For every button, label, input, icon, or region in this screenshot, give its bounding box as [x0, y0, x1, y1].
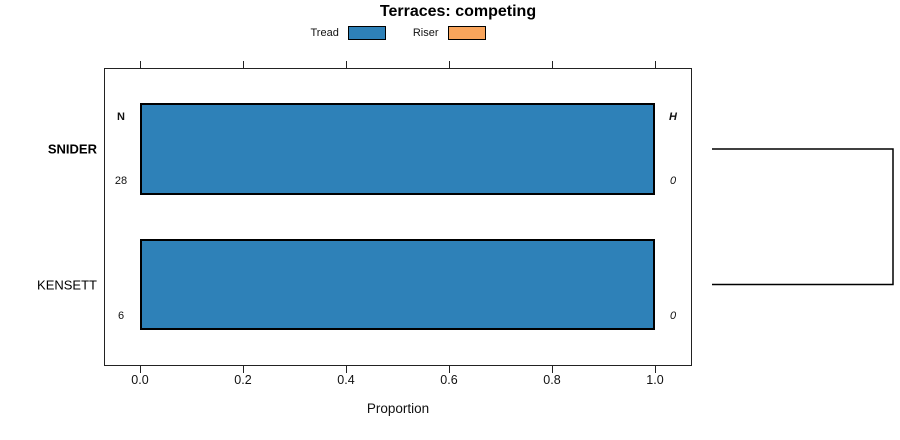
legend: Tread Riser	[104, 25, 692, 41]
x-axis-tick-bottom	[655, 366, 656, 373]
count-value: 6	[117, 310, 125, 322]
count-value: 28	[114, 175, 128, 187]
legend-swatch-riser-icon	[447, 26, 486, 40]
chart-title: Terraces: competing	[379, 3, 537, 20]
x-axis-tick-bottom	[140, 366, 141, 373]
x-axis-tick-label: 0.8	[543, 373, 561, 387]
x-axis-tick-bottom	[243, 366, 244, 373]
legend-swatch-tread-icon	[347, 26, 386, 40]
x-axis-tick-bottom	[449, 366, 450, 373]
x-axis-tick-top	[449, 61, 450, 68]
bar-tread-snider	[140, 103, 655, 195]
legend-label-tread: Tread	[310, 27, 339, 39]
bracket-line	[712, 148, 894, 286]
x-axis-tick-label: 0.4	[337, 373, 355, 387]
h-header: H	[669, 111, 677, 123]
count-header: N	[117, 111, 125, 123]
category-label-snider: SNIDER	[47, 141, 97, 157]
x-axis-tick-top	[655, 61, 656, 68]
x-axis-tick-top	[243, 61, 244, 68]
x-axis-tick-label: 0.6	[440, 373, 458, 387]
bar-tread-kensett	[140, 239, 655, 330]
x-axis-tick-label: 1.0	[646, 373, 664, 387]
h-value: 0	[669, 175, 677, 187]
h-value: 0	[669, 310, 677, 322]
legend-item-tread: Tread	[311, 26, 386, 40]
x-axis-tick-bottom	[552, 366, 553, 373]
category-label-kensett: KENSETT	[37, 277, 97, 292]
x-axis-tick-top	[346, 61, 347, 68]
x-axis-title: Proportion	[366, 401, 430, 416]
x-axis-tick-label: 0.0	[131, 373, 149, 387]
x-axis-tick-top	[552, 61, 553, 68]
x-axis-tick-top	[140, 61, 141, 68]
x-axis-tick-label: 0.2	[234, 373, 252, 387]
x-axis-tick-bottom	[346, 366, 347, 373]
legend-label-riser: Riser	[412, 27, 439, 39]
legend-item-riser: Riser	[413, 26, 486, 40]
